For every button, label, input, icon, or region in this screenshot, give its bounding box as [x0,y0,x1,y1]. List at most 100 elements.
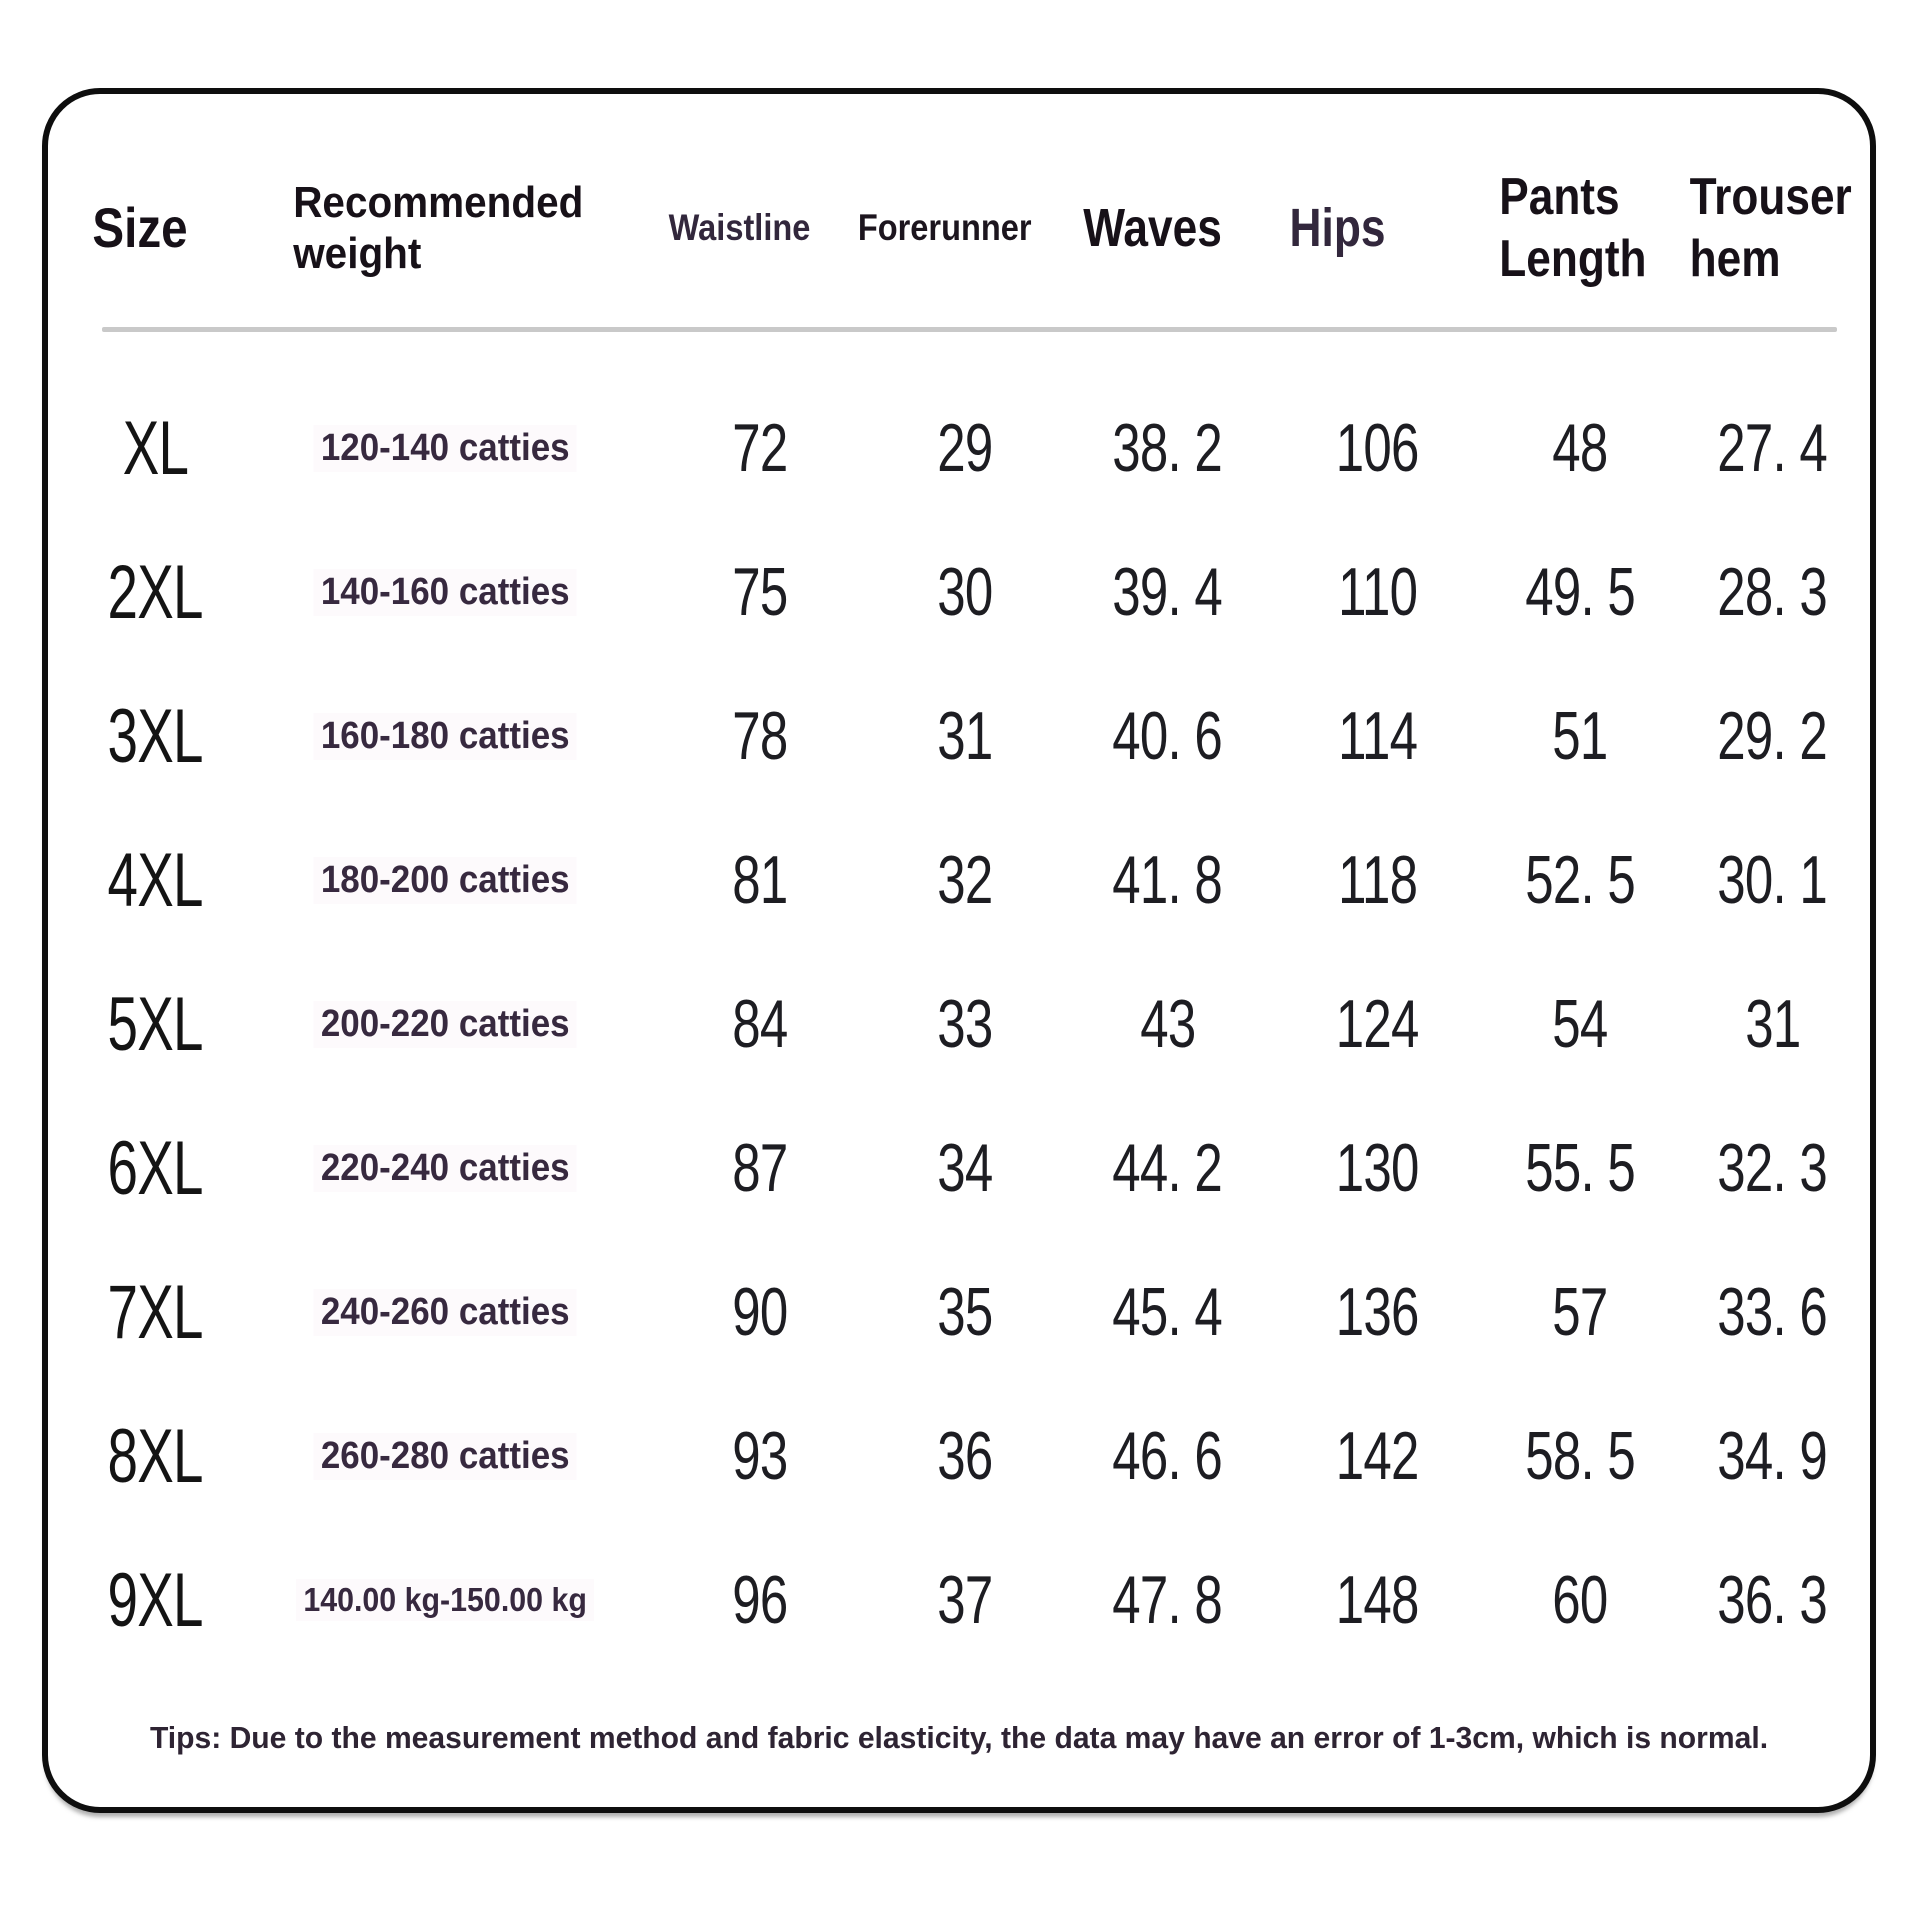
cell-hips: 142 [1270,1417,1485,1495]
header-size: Size [75,196,235,260]
cell-waistline: 93 [655,1417,865,1495]
table-row: 8XL 260-280 catties 93 36 46. 6 142 58. … [48,1384,1870,1528]
header-waves-label: Waves [1083,198,1222,259]
value-weight: 220-240 catties [313,1144,577,1192]
value-hips: 148 [1336,1562,1420,1638]
value-waves: 45. 4 [1112,1274,1223,1350]
value-pants_length: 58. 5 [1525,1418,1635,1494]
table-body: XL 120-140 catties 72 29 38. 2 106 48 27… [48,332,1870,1672]
header-recommended-weight: Recommended weight [235,178,655,279]
value-waves: 38. 2 [1112,410,1223,486]
cell-trouser-hem: 36. 3 [1675,1561,1870,1639]
value-trouser_hem: 29. 2 [1717,698,1828,774]
cell-pants-length: 55. 5 [1485,1129,1675,1207]
value-forerunner: 34 [937,1130,993,1206]
value-waistline: 93 [732,1418,788,1494]
cell-forerunner: 36 [865,1417,1065,1495]
cell-recommended-weight: 140.00 kg-150.00 kg [235,1579,655,1621]
cell-size: 2XL [75,549,235,636]
cell-size: 5XL [75,981,235,1068]
value-weight: 260-280 catties [313,1432,577,1480]
value-size: 2XL [107,549,203,635]
cell-hips: 110 [1270,553,1485,631]
cell-waistline: 75 [655,553,865,631]
cell-waves: 39. 4 [1065,553,1270,631]
header-pants-length-label: Pants Length [1499,168,1647,288]
header-forerunner-label: Forerunner [858,207,1032,249]
cell-size: 7XL [75,1269,235,1356]
cell-trouser-hem: 27. 4 [1675,409,1870,487]
cell-trouser-hem: 32. 3 [1675,1129,1870,1207]
value-pants_length: 54 [1552,986,1608,1062]
table-header-row: Size Recommended weight Waistline Foreru… [48,94,1870,327]
table-row: 4XL 180-200 catties 81 32 41. 8 118 52. … [48,808,1870,952]
cell-recommended-weight: 140-160 catties [235,568,655,616]
header-hips-label: Hips [1289,198,1386,259]
table-row: 2XL 140-160 catties 75 30 39. 4 110 49. … [48,520,1870,664]
value-waves: 47. 8 [1112,1562,1223,1638]
value-size: 9XL [107,1557,203,1643]
value-waves: 44. 2 [1112,1130,1223,1206]
cell-hips: 118 [1270,841,1485,919]
value-size: 7XL [107,1269,203,1355]
value-size: 4XL [107,837,203,923]
value-trouser_hem: 33. 6 [1717,1274,1828,1350]
value-pants_length: 57 [1552,1274,1608,1350]
value-pants_length: 49. 5 [1525,554,1635,630]
header-trouser-hem-label: Trouser hem [1689,168,1852,288]
cell-recommended-weight: 160-180 catties [235,712,655,760]
value-pants_length: 52. 5 [1525,842,1635,918]
cell-pants-length: 52. 5 [1485,841,1675,919]
cell-forerunner: 32 [865,841,1065,919]
value-forerunner: 35 [937,1274,993,1350]
cell-waves: 44. 2 [1065,1129,1270,1207]
table-row: 3XL 160-180 catties 78 31 40. 6 114 51 2… [48,664,1870,808]
value-forerunner: 37 [937,1562,993,1638]
value-waistline: 72 [732,410,788,486]
header-size-label: Size [92,196,188,260]
cell-trouser-hem: 28. 3 [1675,553,1870,631]
value-weight: 140.00 kg-150.00 kg [295,1579,595,1621]
cell-waves: 41. 8 [1065,841,1270,919]
table-row: 7XL 240-260 catties 90 35 45. 4 136 57 3… [48,1240,1870,1384]
cell-hips: 106 [1270,409,1485,487]
value-forerunner: 30 [937,554,993,630]
cell-waistline: 87 [655,1129,865,1207]
header-waistline-label: Waistline [669,207,811,249]
value-waves: 43 [1139,986,1196,1062]
value-waves: 40. 6 [1112,698,1223,774]
cell-trouser-hem: 34. 9 [1675,1417,1870,1495]
value-size: 6XL [107,1125,203,1211]
value-waistline: 90 [732,1274,788,1350]
value-weight: 120-140 catties [313,424,577,472]
header-pants-length: Pants Length [1485,167,1675,290]
cell-waistline: 78 [655,697,865,775]
cell-recommended-weight: 200-220 catties [235,1000,655,1048]
value-hips: 118 [1337,842,1418,918]
table-row: 6XL 220-240 catties 87 34 44. 2 130 55. … [48,1096,1870,1240]
value-hips: 114 [1337,698,1418,774]
cell-waistline: 96 [655,1561,865,1639]
value-trouser_hem: 30. 1 [1717,842,1828,918]
value-weight: 160-180 catties [313,712,577,760]
cell-trouser-hem: 30. 1 [1675,841,1870,919]
header-trouser-hem: Trouser hem [1675,167,1870,290]
header-divider [102,327,1837,332]
cell-pants-length: 54 [1485,985,1675,1063]
value-hips: 110 [1337,554,1418,630]
cell-size: XL [75,405,235,492]
value-trouser_hem: 32. 3 [1717,1130,1828,1206]
header-waistline: Waistline [655,207,865,250]
value-forerunner: 29 [937,410,993,486]
cell-size: 3XL [75,693,235,780]
value-pants_length: 51 [1552,698,1608,774]
cell-pants-length: 57 [1485,1273,1675,1351]
size-chart-card: Size Recommended weight Waistline Foreru… [42,88,1876,1813]
cell-size: 9XL [75,1557,235,1644]
value-hips: 130 [1336,1130,1420,1206]
value-waistline: 81 [732,842,788,918]
cell-pants-length: 49. 5 [1485,553,1675,631]
table-row: 5XL 200-220 catties 84 33 43 124 54 31 [48,952,1870,1096]
value-weight: 200-220 catties [313,1000,577,1048]
